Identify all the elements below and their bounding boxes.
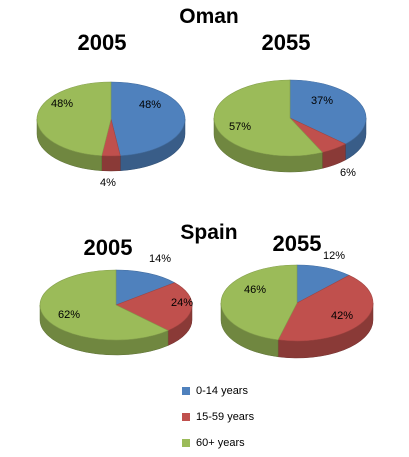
pie-2-label-2: 62%	[58, 309, 80, 321]
pie-0-slice-0	[110, 81, 186, 157]
pie-0-label-0: 48%	[139, 99, 161, 111]
year-label-oman-2055: 2055	[261, 30, 311, 55]
pie-1-label-1: 6%	[340, 167, 356, 179]
year-label-oman-2005: 2005	[77, 30, 127, 55]
pie-2-slice-0	[115, 269, 176, 306]
pie-1-label-2: 57%	[229, 121, 251, 133]
pie-0-label-2: 48%	[51, 98, 73, 110]
pie-0-slice-2	[36, 81, 112, 157]
pie-3-label-2: 46%	[244, 284, 266, 296]
legend-swatch-60plus	[182, 439, 190, 447]
section-title-spain: Spain	[180, 221, 238, 244]
pie-0-side-1	[101, 155, 121, 172]
pie-1-slice-0	[289, 79, 367, 145]
legend-item-0-14: 0-14 years	[182, 378, 254, 404]
legend-swatch-0-14	[182, 387, 190, 395]
legend-item-60plus: 60+ years	[182, 430, 254, 456]
pie-3-label-1: 42%	[331, 310, 353, 322]
pie-0-label-1: 4%	[100, 177, 116, 189]
legend: 0-14 years 15-59 years 60+ years	[182, 378, 254, 456]
pie-1-label-0: 37%	[311, 95, 333, 107]
legend-swatch-15-59	[182, 413, 190, 421]
pie-1-slice-2	[213, 79, 323, 157]
pie-2-label-1: 24%	[171, 297, 193, 309]
legend-item-15-59: 15-59 years	[182, 404, 254, 430]
section-title-oman: Oman	[179, 5, 239, 28]
legend-label-15-59: 15-59 years	[196, 411, 255, 423]
pie-3-slice-2	[220, 264, 298, 341]
legend-label-60plus: 60+ years	[196, 437, 245, 449]
pie-2-slice-2	[39, 269, 169, 341]
pie-3-slice-1	[277, 274, 374, 342]
year-label-spain-2055: 2055	[272, 231, 322, 256]
pie-2-label-0: 14%	[149, 253, 171, 265]
year-label-spain-2005: 2005	[83, 235, 133, 260]
pie-2-slice-1	[115, 282, 193, 331]
legend-label-0-14: 0-14 years	[196, 385, 248, 397]
pie-3-label-0: 12%	[323, 250, 345, 262]
